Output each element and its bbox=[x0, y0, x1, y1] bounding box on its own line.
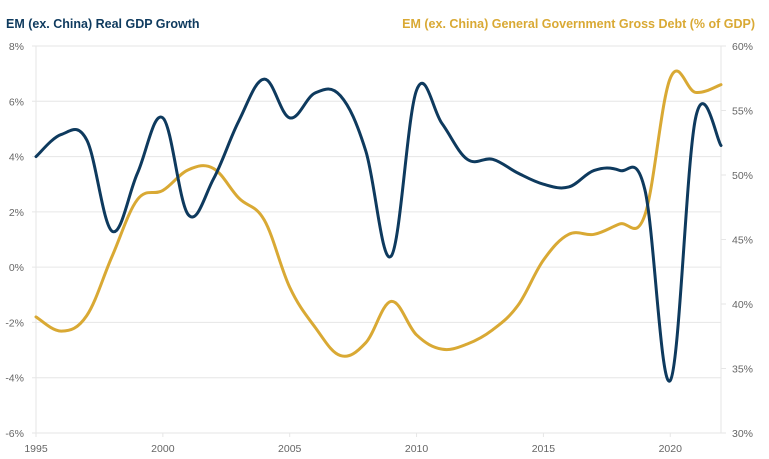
x-axis-tick-label: 2015 bbox=[532, 443, 556, 455]
x-axis-tick-label: 2000 bbox=[151, 443, 175, 455]
left-axis-tick-label: 2% bbox=[9, 207, 24, 219]
right-axis-tick-label: 60% bbox=[732, 41, 753, 53]
x-axis-tick-label: 2005 bbox=[278, 443, 302, 455]
right-axis-tick-label: 45% bbox=[732, 235, 753, 247]
right-axis-title: EM (ex. China) General Government Gross … bbox=[402, 17, 755, 31]
right-axis-tick-label: 50% bbox=[732, 170, 753, 182]
left-axis-tick-label: 0% bbox=[9, 262, 24, 274]
tick-labels: 8% 6% 4% 2% 0% -2% -4% -6% 60% 55% 50% 45% 40% 35% 30%… bbox=[5, 41, 753, 455]
left-axis-tick-label: 8% bbox=[9, 41, 24, 53]
x-axis-tick-label: 2020 bbox=[659, 443, 683, 455]
right-axis-tick-label: 30% bbox=[732, 428, 753, 440]
gdp-growth-line bbox=[34, 77, 723, 383]
right-axis-tick-label: 55% bbox=[732, 106, 753, 118]
left-axis-tick-label: 6% bbox=[9, 96, 24, 108]
x-axis-tick-label: 2010 bbox=[405, 443, 429, 455]
right-axis-tick-label: 40% bbox=[732, 299, 753, 311]
government-debt-line bbox=[34, 69, 723, 358]
gridlines bbox=[32, 45, 721, 434]
left-axis-tick-label: -2% bbox=[5, 317, 24, 329]
left-axis-tick-label: -4% bbox=[5, 373, 24, 385]
axes bbox=[35, 45, 726, 437]
left-axis-tick-label: 4% bbox=[9, 152, 24, 164]
series-lines bbox=[34, 69, 723, 383]
left-axis-title: EM (ex. China) Real GDP Growth bbox=[6, 17, 200, 31]
right-axis-tick-label: 35% bbox=[732, 364, 753, 376]
left-axis-tick-label: -6% bbox=[5, 428, 24, 440]
x-axis-tick-label: 1995 bbox=[24, 443, 48, 455]
